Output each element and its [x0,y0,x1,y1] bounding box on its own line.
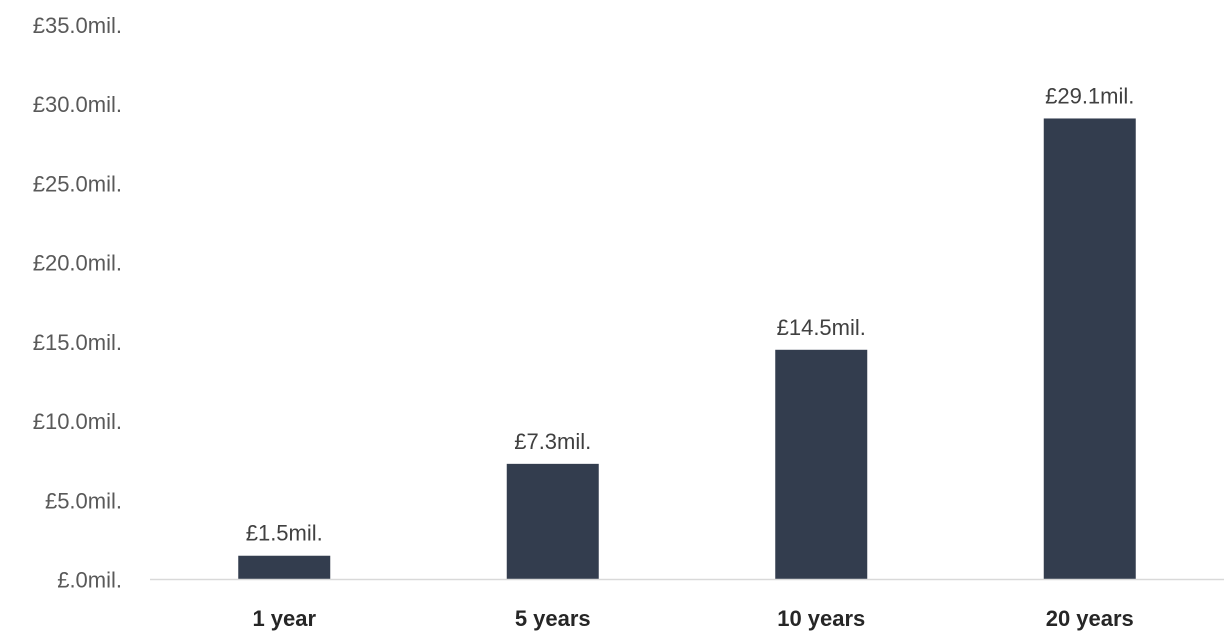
y-tick-label: £35.0mil. [33,13,122,38]
data-label: £29.1mil. [1045,83,1134,108]
bar-series [238,118,1136,580]
x-category-label: 1 year [252,606,316,631]
y-tick-label: £.0mil. [57,568,122,593]
y-tick-label: £10.0mil. [33,409,122,434]
data-label: £1.5mil. [246,521,323,546]
y-tick-label: £5.0mil. [45,488,122,513]
data-label: £14.5mil. [777,315,866,340]
data-label: £7.3mil. [514,429,591,454]
bar [238,555,331,580]
y-axis-tick-labels: £.0mil. £5.0mil. £10.0mil. £15.0mil. £20.0mi… [33,13,122,593]
bar [1043,118,1136,580]
bar [775,349,868,580]
y-tick-label: £15.0mil. [33,330,122,355]
x-category-label: 10 years [777,606,865,631]
x-category-label: 20 years [1046,606,1134,631]
y-tick-label: £25.0mil. [33,171,122,196]
data-labels: £1.5mil. £7.3mil. £14.5mil. £29.1mil. [246,83,1135,545]
x-category-label: 5 years [515,606,591,631]
x-axis-category-labels: 1 year 5 years 10 years 20 years [252,606,1133,631]
y-tick-label: £30.0mil. [33,92,122,117]
bar [506,463,599,580]
y-tick-label: £20.0mil. [33,251,122,276]
